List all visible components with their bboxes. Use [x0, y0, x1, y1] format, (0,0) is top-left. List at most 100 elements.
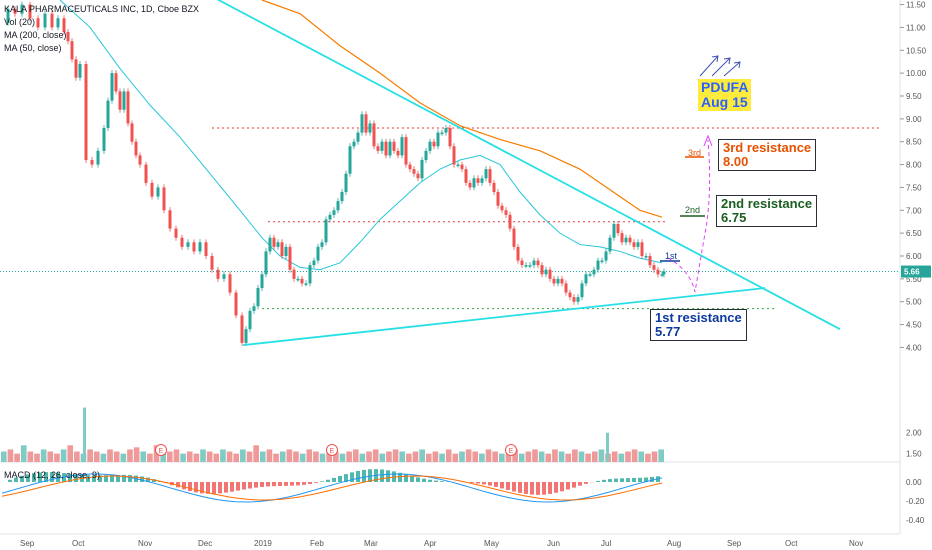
volume-bar [651, 451, 658, 462]
volume-bar [572, 449, 578, 462]
volume-bar [366, 451, 372, 462]
macd-histogram-bar [176, 482, 180, 488]
volume-bar [598, 449, 605, 462]
macd-histogram-bar [512, 482, 516, 492]
macd-histogram-bar [632, 477, 636, 482]
volume-bar [465, 449, 472, 462]
time-axis-label: Jun [547, 539, 560, 548]
volume-bar [518, 453, 525, 462]
volume-bar [552, 449, 558, 462]
macd-histogram-bar [542, 482, 546, 495]
price-axis-tick: 8.00 [906, 161, 922, 170]
macd-histogram-bar [614, 478, 618, 482]
volume-bar [7, 449, 14, 462]
volume-bar [359, 453, 366, 462]
macd-histogram-bar [236, 482, 240, 491]
volume-bar [206, 451, 213, 462]
first-resistance-value: 5.77 [655, 324, 681, 339]
macd-histogram-bar [494, 482, 498, 487]
time-axis-label: Apr [424, 539, 437, 548]
second-small-label: 2nd [685, 205, 701, 215]
earnings-marker [155, 444, 167, 456]
time-axis-label: Nov [849, 539, 863, 548]
macd-histogram-bar [50, 472, 54, 482]
macd-histogram-bar [560, 482, 564, 492]
macd-histogram-bar [434, 480, 438, 482]
macd-histogram-bar [530, 482, 534, 495]
macd-histogram-bar [338, 475, 342, 482]
volume-bar [67, 445, 74, 462]
volume-bar [459, 451, 465, 462]
volume-bar [266, 449, 273, 462]
macd-axis-tick: 0.00 [906, 478, 922, 487]
ma50-legend: MA (50, close) [4, 43, 62, 53]
macd-histogram-bar [332, 477, 336, 482]
upper-trendline [216, 0, 841, 330]
projected-path [667, 139, 711, 293]
macd-histogram-bar [506, 482, 510, 490]
volume-bar [299, 453, 306, 462]
volume-axis-tick: 2.00 [906, 429, 922, 438]
volume-bar [625, 451, 631, 462]
time-axis-label: Sep [727, 539, 742, 548]
price-axis-tick: 4.50 [906, 321, 922, 330]
macd-histogram-bar [584, 482, 588, 484]
price-axis-tick: 5.00 [906, 298, 922, 307]
projected-arrowhead [703, 134, 713, 147]
macd-axis-tick: -0.40 [906, 516, 925, 525]
first-small-label: 1st [665, 251, 678, 261]
volume-bar [34, 453, 40, 462]
macd-histogram-bar [272, 482, 276, 487]
macd-histogram-bar [20, 475, 24, 482]
macd-line [1, 473, 663, 503]
macd-histogram-bar [8, 479, 12, 482]
up-arrowhead [723, 57, 731, 65]
up-arrow [711, 57, 731, 77]
volume-bar [606, 432, 609, 462]
price-axis-tick: 7.00 [906, 206, 922, 215]
volume-bar [618, 453, 625, 462]
earnings-marker-label: E [159, 448, 164, 455]
macd-histogram-bar [32, 473, 36, 482]
volume-bar [47, 451, 54, 462]
macd-histogram-bar [68, 473, 72, 482]
macd-histogram-bar [608, 479, 612, 482]
third-small-label: 3rd [688, 148, 702, 158]
macd-signal-line [1, 475, 663, 501]
macd-histogram-bar [14, 477, 18, 482]
volume-bar [406, 453, 412, 462]
volume-bar [339, 453, 346, 462]
macd-histogram-bar [56, 472, 60, 482]
volume-bar [558, 451, 565, 462]
volume-bar [160, 449, 166, 462]
macd-histogram-bar [524, 482, 528, 494]
time-axis-label: Oct [785, 539, 798, 548]
earnings-marker-label: E [330, 448, 335, 455]
macd-histogram-bar [290, 482, 294, 486]
volume-bar [140, 451, 147, 462]
volume-bar [412, 451, 419, 462]
volume-bar [545, 453, 552, 462]
macd-axis-tick: -0.20 [906, 497, 925, 506]
macd-histogram-bar [638, 477, 642, 482]
price-axis-tick: 11.00 [906, 23, 926, 32]
volume-bar [631, 449, 638, 462]
volume-bar [333, 451, 339, 462]
volume-bar [293, 451, 299, 462]
macd-histogram-bar [440, 481, 444, 482]
volume-bar [74, 451, 80, 462]
price-axis-tick: 4.00 [906, 343, 922, 352]
ma200-line [261, 0, 663, 218]
time-axis-label: Nov [138, 539, 152, 548]
price-axis-tick: 11.50 [906, 1, 926, 10]
volume-bar [246, 451, 253, 462]
macd-histogram-bar [266, 482, 270, 487]
macd-histogram-bar [314, 482, 318, 483]
volume-bar [326, 449, 332, 462]
price-axis-tick: 9.00 [906, 115, 922, 124]
macd-histogram-bar [296, 482, 300, 486]
volume-bar [233, 453, 240, 462]
volume-bar [485, 449, 492, 462]
earnings-marker [505, 444, 517, 456]
